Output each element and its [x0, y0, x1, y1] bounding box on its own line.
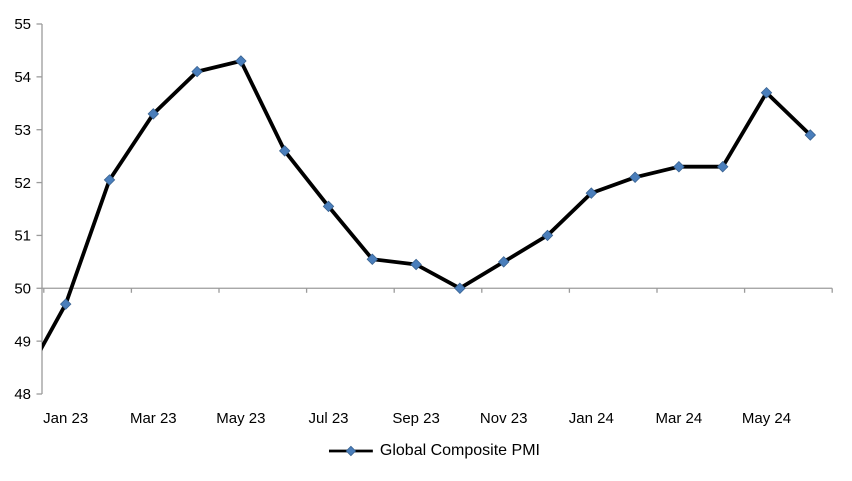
pmi-marker	[716, 160, 729, 173]
y-tick-label: 53	[14, 122, 31, 139]
legend: Global Composite PMI	[328, 441, 540, 461]
pmi-marker	[322, 200, 335, 213]
x-tick-label: Jan 23	[43, 410, 88, 427]
pmi-marker	[235, 55, 247, 67]
x-tick-label: May 24	[742, 410, 791, 427]
pmi-marker	[760, 86, 773, 99]
pmi-line	[42, 59, 813, 351]
pmi-marker	[454, 282, 466, 295]
x-tick-label: May 23	[216, 410, 265, 427]
pmi-marker	[804, 129, 817, 141]
y-tick-label: 54	[14, 69, 31, 86]
x-tick-label: Jul 23	[308, 410, 348, 427]
pmi-marker	[147, 108, 160, 120]
y-tick-label: 48	[14, 386, 31, 403]
pmi-marker	[278, 145, 291, 157]
pmi-marker	[103, 174, 116, 186]
y-tick-label: 52	[14, 175, 31, 192]
x-tick-label: Jan 24	[569, 410, 614, 427]
y-tick-label: 55	[14, 16, 31, 33]
pmi-marker	[585, 187, 598, 199]
pmi-marker	[366, 253, 379, 265]
x-tick-label: Sep 23	[392, 410, 440, 427]
pmi-marker	[673, 160, 685, 173]
x-tick-label: Nov 23	[480, 410, 528, 427]
legend-diamond-icon	[345, 445, 357, 457]
y-tick-label: 50	[14, 280, 31, 297]
x-tick-label: Mar 23	[130, 410, 177, 427]
x-tick-label: Mar 24	[656, 410, 703, 427]
pmi-marker	[629, 171, 641, 184]
y-tick-label: 51	[14, 228, 31, 245]
legend-label: Global Composite PMI	[379, 442, 540, 459]
pmi-marker	[191, 65, 203, 78]
pmi-marker	[497, 256, 510, 268]
legend-line-marker-icon	[328, 445, 373, 457]
pmi-marker	[59, 298, 72, 310]
y-tick-label: 49	[14, 333, 31, 350]
pmi-marker	[410, 258, 422, 271]
series-group	[42, 55, 817, 351]
pmi-marker	[541, 229, 554, 242]
